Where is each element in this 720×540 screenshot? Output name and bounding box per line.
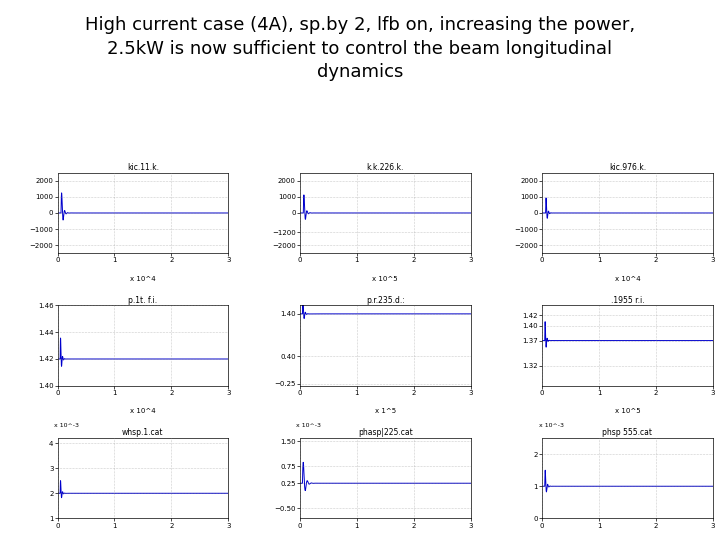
Title: kic.11.k.: kic.11.k. [127, 163, 159, 172]
Text: High current case (4A), sp.by 2, lfb on, increasing the power,
2.5kW is now suff: High current case (4A), sp.by 2, lfb on,… [85, 16, 635, 82]
Title: whsp.1.cat: whsp.1.cat [122, 428, 163, 437]
Text: x 10^-3: x 10^-3 [54, 423, 79, 428]
Text: x 10^-3: x 10^-3 [297, 423, 321, 428]
Title: phasp|225.cat: phasp|225.cat [358, 428, 413, 437]
Text: x 10^-3: x 10^-3 [539, 423, 564, 428]
Text: x 1^5: x 1^5 [374, 408, 396, 414]
Text: x 10^5: x 10^5 [372, 276, 398, 282]
Text: x 10^5: x 10^5 [615, 408, 640, 414]
Text: x 10^4: x 10^4 [130, 276, 156, 282]
Text: x 10^4: x 10^4 [615, 276, 640, 282]
Text: x 10^4: x 10^4 [130, 408, 156, 414]
Title: p.r.235.d.:: p.r.235.d.: [366, 295, 405, 305]
Title: p.1t. f.i.: p.1t. f.i. [128, 295, 158, 305]
Title: k.k.226.k.: k.k.226.k. [366, 163, 404, 172]
Title: .1955 r.i.: .1955 r.i. [611, 295, 644, 305]
Title: phsp 555.cat: phsp 555.cat [603, 428, 652, 437]
Title: kic.976.k.: kic.976.k. [609, 163, 646, 172]
